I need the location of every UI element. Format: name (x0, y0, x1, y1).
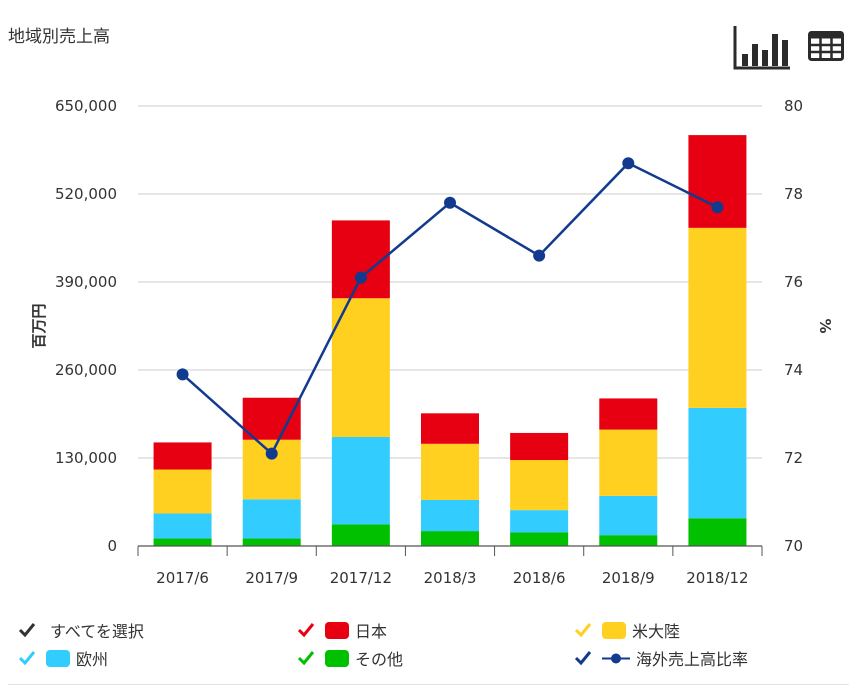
y-tick-label: 260,000 (55, 361, 117, 379)
divider (8, 684, 849, 685)
y2-axis-title: % (816, 318, 834, 333)
bar-segment-other (688, 518, 747, 546)
bar-segment-japan (421, 413, 479, 444)
ratio-point (711, 201, 724, 214)
y2-tick-label: 72 (784, 449, 803, 467)
bar-segment-america (153, 469, 212, 514)
ratio-point (622, 157, 635, 170)
legend-swatch-america (602, 621, 626, 639)
table-icon[interactable] (808, 31, 844, 61)
y2-tick-label: 80 (784, 97, 803, 115)
legend-item-europe[interactable]: 欧州 (18, 646, 108, 670)
y-tick-label: 650,000 (55, 97, 117, 115)
bar-segment-europe (421, 499, 479, 532)
x-tick-label: 2018/12 (686, 569, 748, 587)
check-icon (18, 651, 36, 666)
bar-segment-other (421, 531, 479, 546)
ratio-point (265, 447, 278, 460)
x-tick-label: 2017/6 (156, 569, 209, 587)
y-tick-label: 390,000 (55, 273, 117, 291)
bar-segment-japan (688, 135, 747, 228)
y-tick-label: 130,000 (55, 449, 117, 467)
legend-item-ratio[interactable]: 海外売上高比率 (574, 646, 748, 670)
bar-segment-america (688, 227, 747, 408)
bar-segment-japan (599, 398, 658, 430)
bar-segment-other (153, 538, 212, 546)
legend-label-europe: 欧州 (76, 650, 109, 669)
ratio-point (354, 271, 367, 284)
bar-segment-america (599, 429, 658, 496)
bar-segment-america (510, 460, 569, 511)
bar-segment-europe (331, 437, 390, 525)
y-axis-title: 百万円 (30, 303, 48, 348)
stacked-bar-line-chart: 0 130,000 260,000 390,000 520,000 650,000 70 72… (30, 97, 834, 587)
x-tick-label: 2018/6 (513, 569, 566, 587)
y2-tick-label: 76 (784, 273, 803, 291)
check-icon (574, 651, 592, 666)
x-tick-label: 2018/3 (424, 569, 477, 587)
x-tick-label: 2018/9 (602, 569, 655, 587)
bar-segment-japan (153, 442, 212, 470)
legend-swatch-europe (46, 649, 70, 667)
legend-item-other[interactable]: その他 (297, 646, 403, 670)
y2-tick-label: 70 (784, 537, 803, 555)
bar-segment-other (510, 532, 569, 546)
ratio-point (176, 368, 189, 381)
legend-swatch-other (325, 649, 349, 667)
bar-segment-other (242, 538, 301, 546)
bar-segment-japan (510, 432, 569, 461)
bar-segment-europe (688, 407, 747, 519)
legend-label-other: その他 (355, 650, 404, 669)
bar-segment-japan (331, 220, 390, 299)
bar-segment-europe (242, 499, 301, 539)
check-icon (574, 623, 592, 638)
bar-segment-america (331, 298, 390, 438)
bar-segment-europe (510, 510, 569, 533)
x-tick-label: 2017/9 (245, 569, 298, 587)
y-tick-label: 520,000 (55, 185, 117, 203)
legend-label-ratio: 海外売上高比率 (636, 650, 749, 669)
y-tick-label: 0 (107, 537, 117, 555)
bar-segment-japan (242, 397, 301, 440)
check-icon (297, 651, 315, 666)
legend-swatch-japan (325, 621, 349, 639)
legend-select-all[interactable]: すべてを選択 (18, 618, 144, 642)
bar-segment-europe (599, 495, 658, 536)
bar-chart-icon[interactable] (732, 24, 792, 70)
y2-tick-label: 78 (784, 185, 803, 203)
check-icon (297, 623, 315, 638)
legend-select-all-label: すべてを選択 (50, 622, 144, 641)
check-icon (18, 623, 36, 638)
ratio-point (533, 249, 546, 262)
bar-segment-other (599, 535, 658, 546)
legend-label-japan: 日本 (355, 622, 388, 641)
y2-tick-label: 74 (784, 361, 803, 379)
legend-item-america[interactable]: 米大陸 (574, 618, 680, 642)
legend-item-japan[interactable]: 日本 (297, 618, 387, 642)
chart-title: 地域別売上高 (8, 27, 110, 47)
bar-segment-america (421, 443, 479, 500)
bar-segment-other (331, 524, 390, 546)
legend-swatch-ratio (602, 653, 630, 663)
legend: すべてを選択 日本 米大陸 欧州 その他 海外売上高比率 (0, 612, 857, 682)
ratio-point (444, 196, 456, 209)
bar-segment-europe (153, 513, 212, 539)
x-tick-label: 2017/12 (330, 569, 392, 587)
legend-label-america: 米大陸 (632, 622, 681, 641)
